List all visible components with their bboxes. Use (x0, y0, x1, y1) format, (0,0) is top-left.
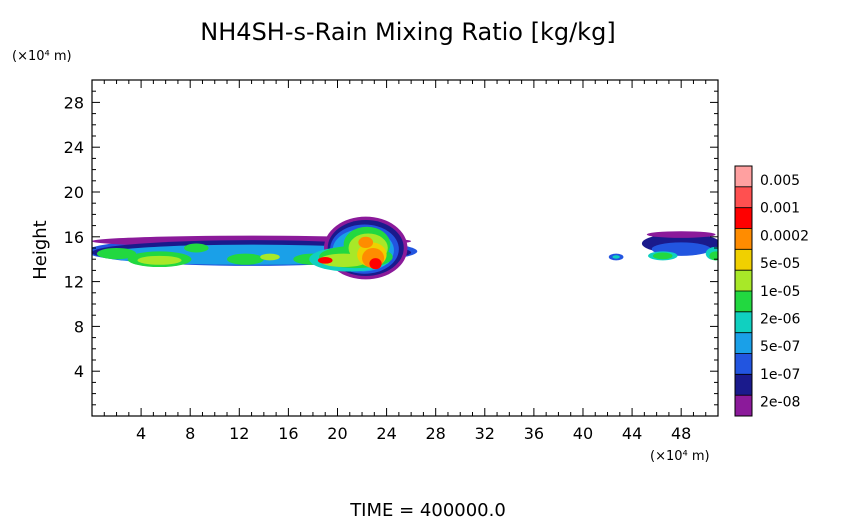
colorbar-swatch (735, 207, 752, 229)
colorbar-swatch (735, 353, 752, 375)
x-tick-label: 4 (136, 424, 146, 443)
contour-band (612, 255, 620, 259)
chart-title: NH4SH-s-Rain Mixing Ratio [kg/kg] (200, 18, 615, 46)
contour-band (709, 251, 718, 261)
x-tick-label: 48 (671, 424, 691, 443)
y-tick-label: 16 (64, 228, 84, 247)
contour-band (184, 243, 209, 253)
colorbar-swatch (735, 311, 752, 333)
mixing-ratio-field (92, 216, 718, 280)
colorbar-label: 0.005 (760, 173, 800, 189)
contour-band (369, 258, 382, 270)
contour-band (227, 253, 264, 265)
plot-area (92, 216, 718, 280)
y-axis-label: Height (30, 220, 51, 280)
contour-band (260, 253, 280, 261)
x-tick-label: 36 (524, 424, 544, 443)
x-tick-label: 32 (475, 424, 495, 443)
colorbar-label: 0.001 (760, 201, 800, 217)
contour-band (96, 248, 137, 260)
contour-band (137, 255, 182, 265)
contour-band (317, 256, 333, 264)
colorbar-swatch (735, 166, 752, 187)
x-tick-label: 28 (426, 424, 446, 443)
y-tick-label: 8 (74, 317, 84, 336)
y-unit-label: (×10⁴ m) (12, 49, 72, 64)
contour-band (358, 236, 374, 248)
colorbar-swatch (735, 228, 752, 250)
colorbar-swatch (735, 291, 752, 312)
colorbar: 0.005 0.001 0.0002 5e-05 1e-05 2e-06 5e-07 1e-0… (734, 165, 809, 417)
y-tick-label: 4 (74, 362, 84, 381)
y-tick-label: 20 (64, 183, 84, 202)
colorbar-swatch (735, 249, 752, 271)
colorbar-swatch (735, 270, 752, 291)
y-tick-label: 28 (64, 93, 84, 112)
colorbar-label: 1e-05 (760, 284, 800, 300)
contour-band (646, 231, 716, 238)
colorbar-label: 1e-07 (760, 367, 800, 383)
x-tick-label: 12 (229, 424, 249, 443)
colorbar-swatch (735, 186, 752, 208)
colorbar-label: 2e-06 (760, 312, 800, 328)
colorbar-label: 5e-05 (760, 256, 800, 272)
contour-band (319, 253, 369, 268)
contour-band (652, 252, 673, 260)
x-tick-label: 16 (278, 424, 298, 443)
y-tick-label: 24 (64, 138, 84, 157)
colorbar-swatch (735, 374, 752, 396)
x-tick-label: 40 (573, 424, 593, 443)
colorbar-swatch (735, 395, 752, 416)
time-label: TIME = 400000.0 (349, 500, 506, 519)
colorbar-label: 2e-08 (760, 395, 800, 411)
colorbar-label: 5e-07 (760, 339, 800, 355)
x-tick-label: 20 (327, 424, 347, 443)
x-unit-label: (×10⁴ m) (650, 449, 710, 464)
x-tick-label: 8 (185, 424, 195, 443)
x-tick-label: 44 (622, 424, 642, 443)
y-tick-label: 12 (64, 273, 84, 292)
colorbar-label: 0.0002 (760, 228, 809, 244)
colorbar-swatch (735, 332, 752, 354)
x-tick-label: 24 (376, 424, 396, 443)
